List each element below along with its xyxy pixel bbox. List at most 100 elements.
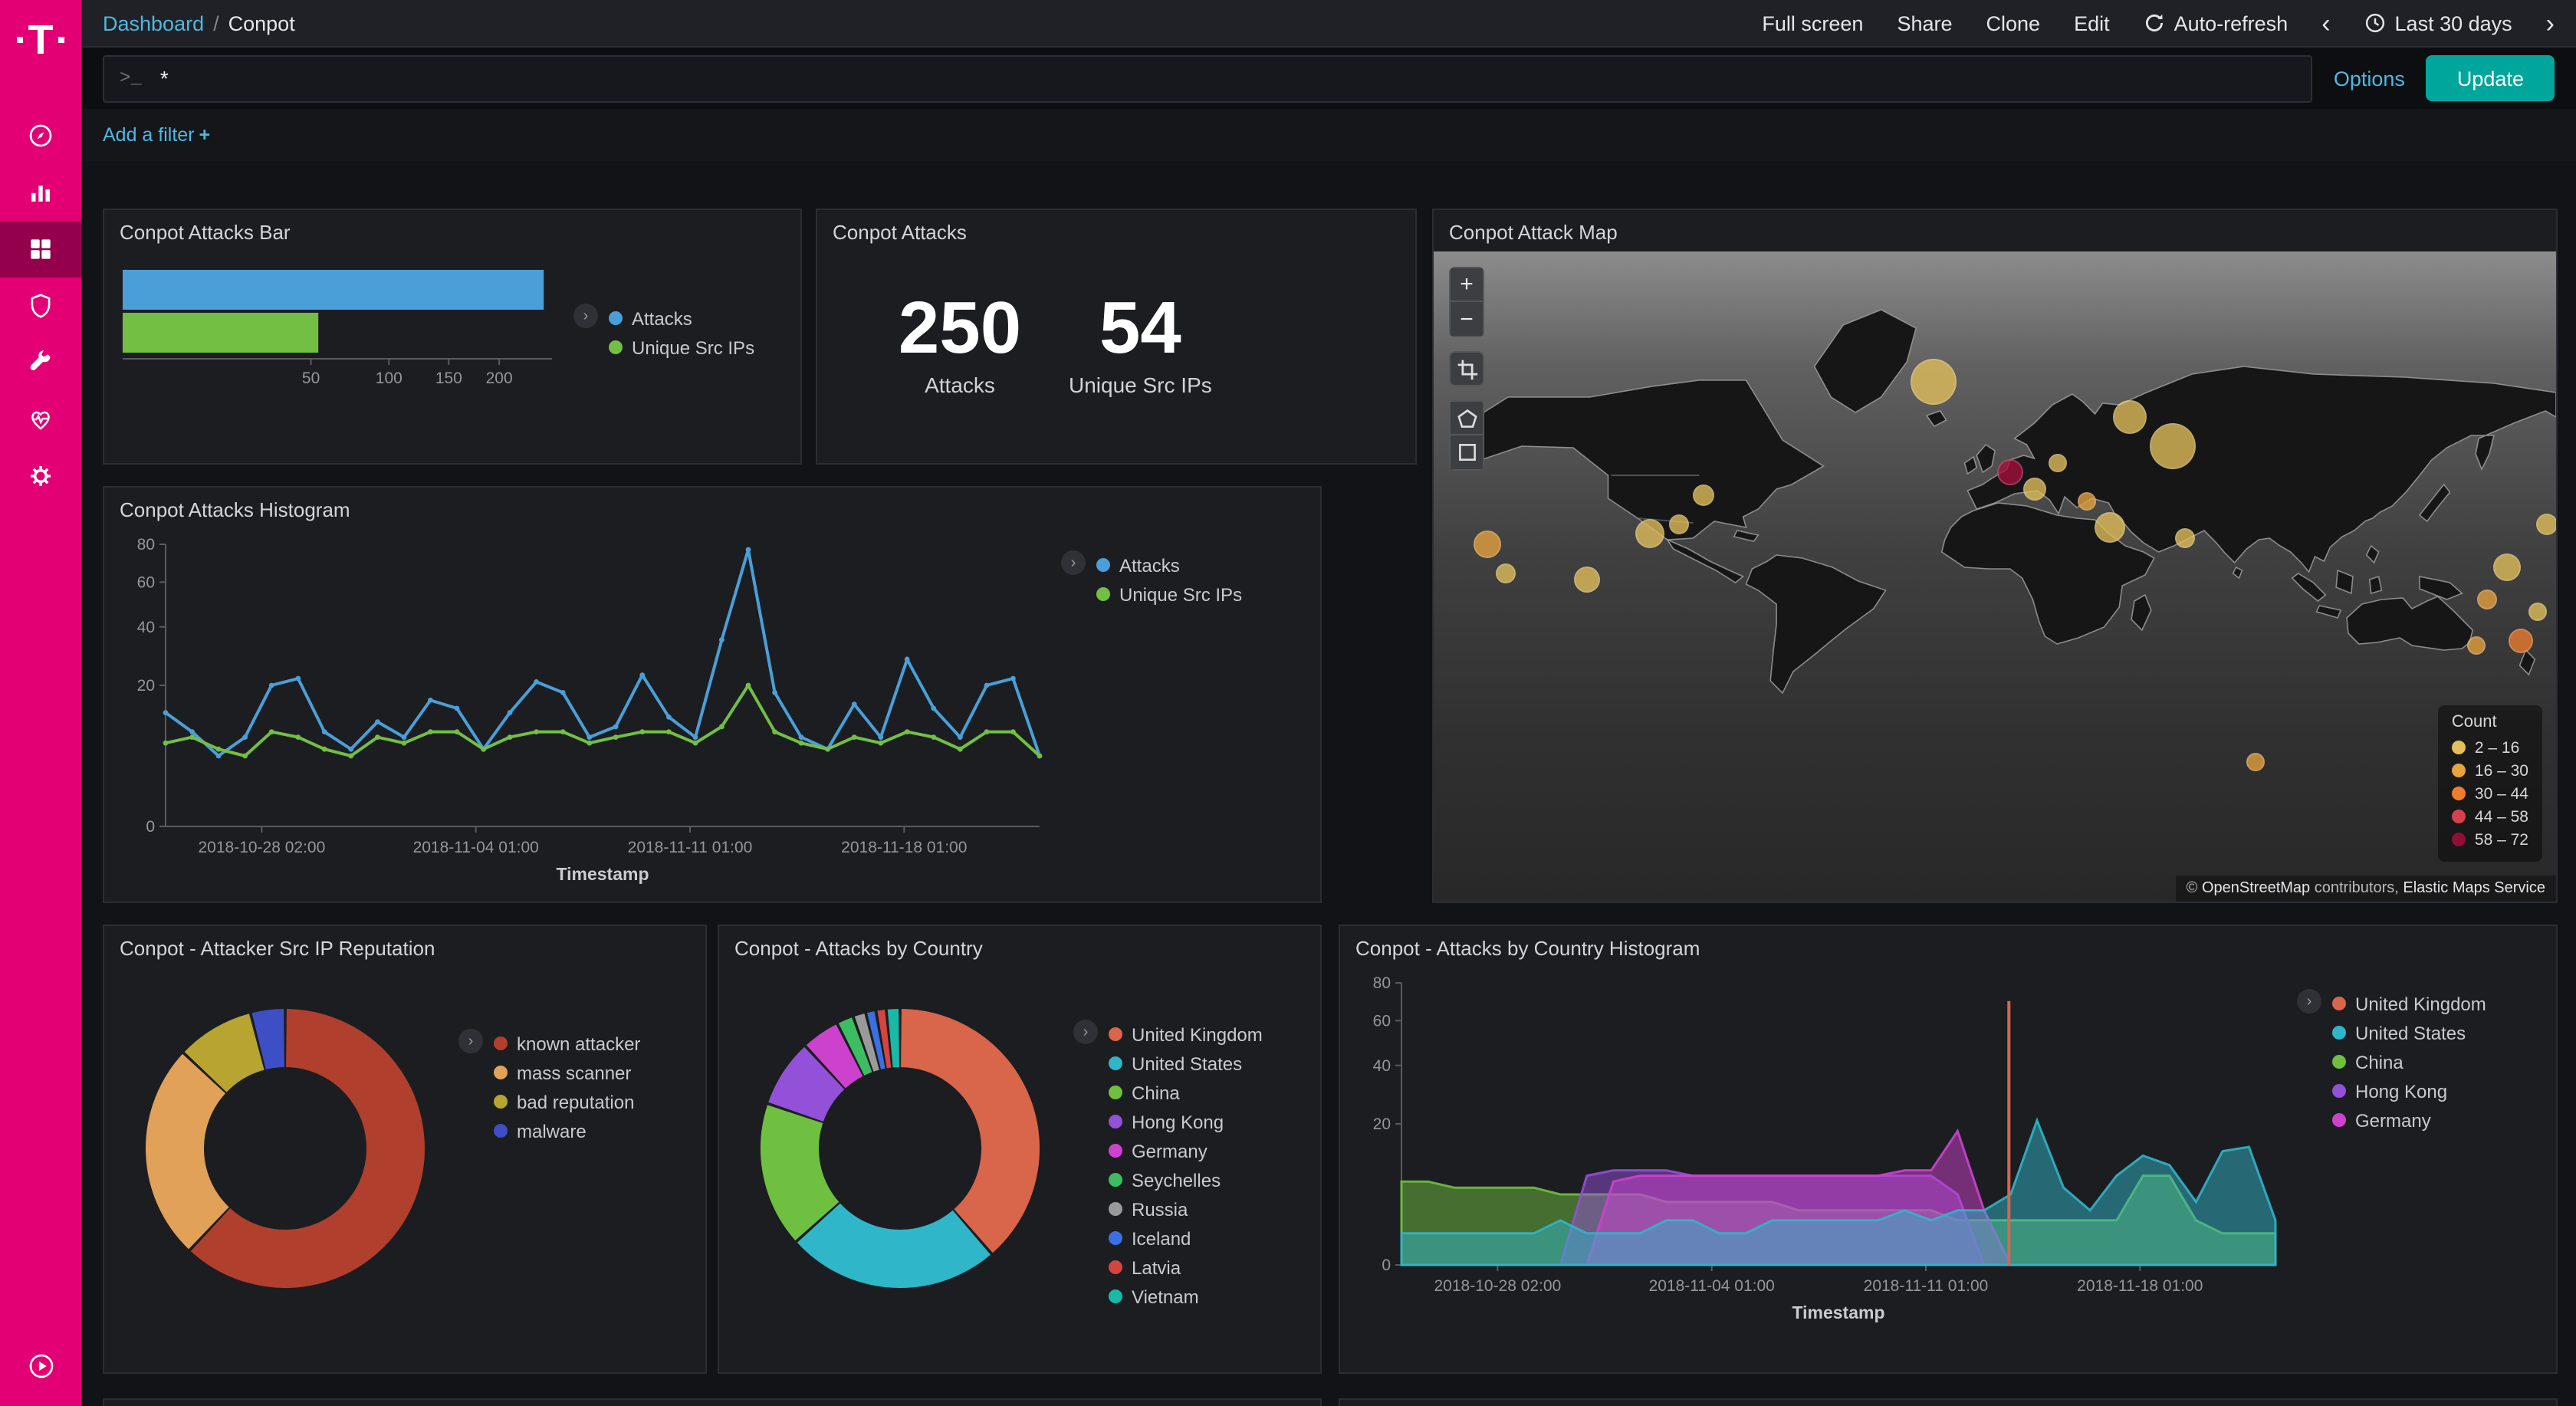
svg-text:20: 20 xyxy=(1373,1115,1391,1133)
legend-label: United States xyxy=(1132,1053,1243,1074)
legend-item[interactable]: Iceland xyxy=(1109,1224,1263,1253)
legend-label: Iceland xyxy=(1132,1227,1191,1249)
legend-toggle-icon[interactable]: › xyxy=(573,304,598,328)
map-marker xyxy=(2467,636,2486,655)
query-bar: >_ * Options Update xyxy=(81,48,2576,109)
svg-text:Timestamp: Timestamp xyxy=(556,864,649,884)
time-range-picker[interactable]: Last 30 days xyxy=(2364,11,2512,34)
sidebar-item-dashboard[interactable] xyxy=(0,221,81,278)
draw-polygon-button[interactable] xyxy=(1449,400,1484,435)
map-legend-row: 30 – 44 xyxy=(2451,782,2528,805)
legend-item[interactable]: bad reputation xyxy=(494,1087,640,1116)
legend-item[interactable]: Germany xyxy=(2332,1105,2486,1135)
svg-text:60: 60 xyxy=(1373,1012,1391,1030)
panel-title: Conpot Attacks Histogram xyxy=(120,498,350,521)
map-marker xyxy=(1668,514,1689,535)
breadcrumb-dashboard-link[interactable]: Dashboard xyxy=(103,11,205,34)
legend-item[interactable]: United States xyxy=(1109,1049,1263,1078)
legend-item[interactable]: Unique Src IPs xyxy=(1096,580,1242,609)
legend: United Kingdom United States China Hong Kon… xyxy=(1109,1020,1263,1311)
panel-attacks-by-country-histogram: Conpot - Attacks by Country Histogram 0 2… xyxy=(1339,925,2558,1374)
legend-item[interactable]: United Kingdom xyxy=(2332,989,2486,1018)
menu-edit[interactable]: Edit xyxy=(2074,11,2110,34)
legend-item[interactable]: United States xyxy=(2332,1018,2486,1047)
metric-label: Attacks xyxy=(925,373,995,398)
legend-dot-icon xyxy=(494,1095,508,1109)
map-marker xyxy=(1574,567,1601,593)
legend-item[interactable]: Russia xyxy=(1109,1194,1263,1224)
legend: Attacks Unique Src IPs xyxy=(1096,550,1242,609)
osm-link[interactable]: OpenStreetMap xyxy=(2201,880,2311,897)
logo-dot-right xyxy=(58,37,64,43)
zoom-in-button[interactable]: + xyxy=(1449,267,1484,302)
sidebar-item-discover[interactable] xyxy=(0,107,81,164)
legend-toggle-icon[interactable]: › xyxy=(1073,1020,1098,1044)
panel-title: Conpot Attacks Bar xyxy=(120,221,291,244)
legend-item[interactable]: United Kingdom xyxy=(1109,1020,1263,1049)
legend-item[interactable]: malware xyxy=(494,1116,640,1145)
fit-bounds-button[interactable] xyxy=(1449,351,1484,386)
sidebar-item-monitoring[interactable] xyxy=(0,391,81,448)
map-legend-label: 16 – 30 xyxy=(2474,761,2528,780)
legend-item[interactable]: China xyxy=(1109,1078,1263,1107)
map-marker xyxy=(2175,527,2196,548)
legend-item[interactable]: Hong Kong xyxy=(2332,1076,2486,1105)
legend-item[interactable]: Attacks xyxy=(609,304,754,333)
sidebar-item-visualize[interactable] xyxy=(0,164,81,221)
sidebar-item-security[interactable] xyxy=(0,278,81,334)
map-legend-dot-icon xyxy=(2451,810,2466,823)
menu-full-screen[interactable]: Full screen xyxy=(1762,11,1864,34)
legend-toggle-icon[interactable]: › xyxy=(2297,989,2321,1013)
panel-attacks-by-country: Conpot - Attacks by Country › United Kin… xyxy=(718,925,1322,1374)
legend-item[interactable]: Germany xyxy=(1109,1136,1263,1165)
query-input[interactable]: >_ * xyxy=(103,54,2312,102)
legend-label: bad reputation xyxy=(517,1091,635,1112)
legend-item[interactable]: Latvia xyxy=(1109,1253,1263,1282)
draw-rectangle-button[interactable] xyxy=(1449,435,1484,471)
menu-share[interactable]: Share xyxy=(1897,11,1953,34)
svg-text:60: 60 xyxy=(137,573,155,591)
map-controls: + − xyxy=(1449,267,1484,471)
menu-clone[interactable]: Clone xyxy=(1986,11,2041,34)
update-button[interactable]: Update xyxy=(2426,55,2555,101)
svg-text:40: 40 xyxy=(137,619,155,636)
attribution-pre: © xyxy=(2186,880,2202,897)
legend-toggle-icon[interactable]: › xyxy=(1061,550,1086,575)
zoom-out-button[interactable]: − xyxy=(1449,302,1484,337)
svg-text:2018-11-18 01:00: 2018-11-18 01:00 xyxy=(841,839,967,856)
map-legend-row: 16 – 30 xyxy=(2451,759,2528,782)
telekom-logo[interactable]: T xyxy=(0,0,81,80)
legend-label: Latvia xyxy=(1132,1257,1181,1278)
legend-toggle-icon[interactable]: › xyxy=(458,1029,483,1053)
add-filter-link[interactable]: Add a filter + xyxy=(103,124,210,146)
legend-item[interactable]: Seychelles xyxy=(1109,1165,1263,1194)
map-marker xyxy=(2508,629,2533,654)
legend-item[interactable]: known attacker xyxy=(494,1029,640,1058)
sidebar-item-devtools[interactable] xyxy=(0,334,81,391)
time-prev-button[interactable]: ‹ xyxy=(2321,8,2331,38)
map-legend-dot-icon xyxy=(2451,764,2466,777)
legend-label: Vietnam xyxy=(1132,1286,1199,1307)
attack-map[interactable]: + − Count 2 – 16 16 – 30 30 – 44 44 – xyxy=(1434,251,2556,902)
map-legend-row: 44 – 58 xyxy=(2451,805,2528,828)
legend-label: Attacks xyxy=(1119,554,1180,576)
legend-label: Germany xyxy=(2355,1109,2431,1131)
legend-item[interactable]: mass scanner xyxy=(494,1058,640,1087)
menu-auto-refresh[interactable]: Auto-refresh xyxy=(2144,11,2288,34)
legend-dot-icon xyxy=(1109,1086,1122,1099)
map-marker xyxy=(2048,453,2067,472)
wrench-icon xyxy=(30,350,51,370)
sidebar-collapse-button[interactable] xyxy=(0,1337,81,1394)
ems-link[interactable]: Elastic Maps Service xyxy=(2403,880,2545,897)
sidebar-item-management[interactable] xyxy=(0,448,81,504)
legend-item[interactable]: Unique Src IPs xyxy=(609,333,754,362)
legend: United Kingdom United States China Hong Kon… xyxy=(2332,989,2486,1135)
legend-item[interactable]: China xyxy=(2332,1047,2486,1076)
time-next-button[interactable]: › xyxy=(2545,8,2555,38)
legend-item[interactable]: Attacks xyxy=(1096,550,1242,580)
legend-item[interactable]: Hong Kong xyxy=(1109,1107,1263,1136)
legend-item[interactable]: Vietnam xyxy=(1109,1282,1263,1311)
play-circle-icon xyxy=(28,1353,53,1378)
query-options-link[interactable]: Options xyxy=(2333,67,2405,90)
panel-conpot-attacks-bar: Conpot Attacks Bar 50 100 150 200 › Attacks… xyxy=(103,209,802,465)
